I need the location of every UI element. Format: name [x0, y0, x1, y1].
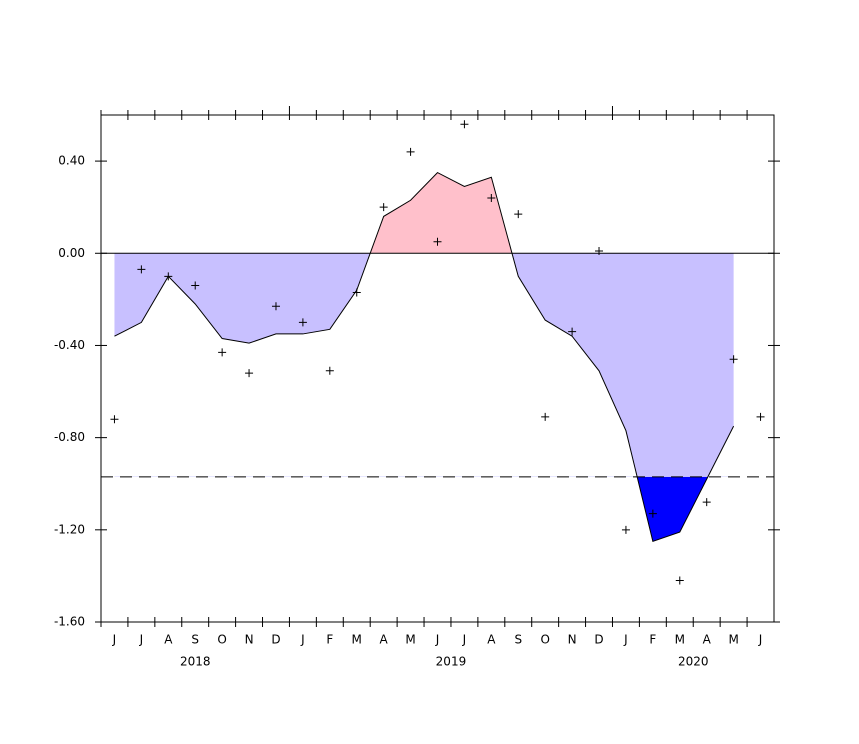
x-tick-label: N [245, 633, 254, 647]
x-tick-label: A [164, 633, 173, 647]
cross-marker [406, 147, 415, 156]
plot-frame [100, 114, 775, 623]
negative-area [114, 253, 734, 542]
cross-marker [595, 246, 604, 255]
x-tick-label: O [540, 633, 549, 647]
cross-marker [460, 120, 469, 129]
x-tick-label: J [758, 633, 763, 647]
x-tick-label: A [487, 633, 496, 647]
cross-marker [191, 281, 200, 290]
x-tick-label: D [594, 633, 603, 647]
cross-marker [325, 366, 334, 375]
y-tick-label: 0.40 [58, 154, 85, 168]
cross-marker [218, 348, 227, 357]
cross-marker [648, 509, 657, 518]
cross-marker [352, 288, 361, 297]
x-tick-label: J [139, 633, 144, 647]
cross-marker [110, 415, 119, 424]
x-tick-label: M [728, 633, 738, 647]
x-tick-label: N [568, 633, 577, 647]
cross-marker [487, 193, 496, 202]
smoothed-line [114, 172, 735, 542]
cross-marker [568, 327, 577, 336]
cross-marker [271, 302, 280, 311]
cross-marker [675, 576, 684, 585]
cross-marker [137, 265, 146, 274]
x-tick-label: S [191, 633, 199, 647]
y-tick-label: -1.60 [54, 615, 85, 629]
year-label: 2019 [436, 655, 467, 669]
year-label: 2018 [180, 655, 211, 669]
x-tick-label: J [300, 633, 305, 647]
x-tick-label: J [112, 633, 117, 647]
cross-marker [541, 412, 550, 421]
cross-marker [245, 369, 254, 378]
cross-marker [621, 525, 630, 534]
year-label: 2020 [678, 655, 709, 669]
y-tick-label: -1.20 [54, 522, 85, 536]
cross-marker [514, 210, 523, 219]
x-tick-label: J [623, 633, 628, 647]
x-tick-label: J [435, 633, 440, 647]
y-tick-label: -0.40 [54, 338, 85, 352]
cross-marker [298, 318, 307, 327]
x-tick-label: A [703, 633, 712, 647]
cross-marker [729, 355, 738, 364]
cross-marker [164, 272, 173, 281]
below-threshold-area [114, 476, 734, 542]
positive-area [370, 172, 512, 254]
x-tick-label: M [675, 633, 685, 647]
x-tick-label: O [217, 633, 226, 647]
x-tick-label: M [405, 633, 415, 647]
x-tick-label: F [649, 633, 656, 647]
x-tick-label: J [462, 633, 467, 647]
cross-marker [702, 498, 711, 507]
x-tick-label: M [352, 633, 362, 647]
cross-marker [379, 203, 388, 212]
x-tick-label: S [514, 633, 522, 647]
y-tick-label: 0.00 [58, 246, 85, 260]
cross-marker [433, 237, 442, 246]
cross-marker [756, 412, 765, 421]
x-tick-label: A [380, 633, 389, 647]
x-tick-label: F [326, 633, 333, 647]
y-tick-label: -0.80 [54, 430, 85, 444]
x-tick-label: D [271, 633, 280, 647]
